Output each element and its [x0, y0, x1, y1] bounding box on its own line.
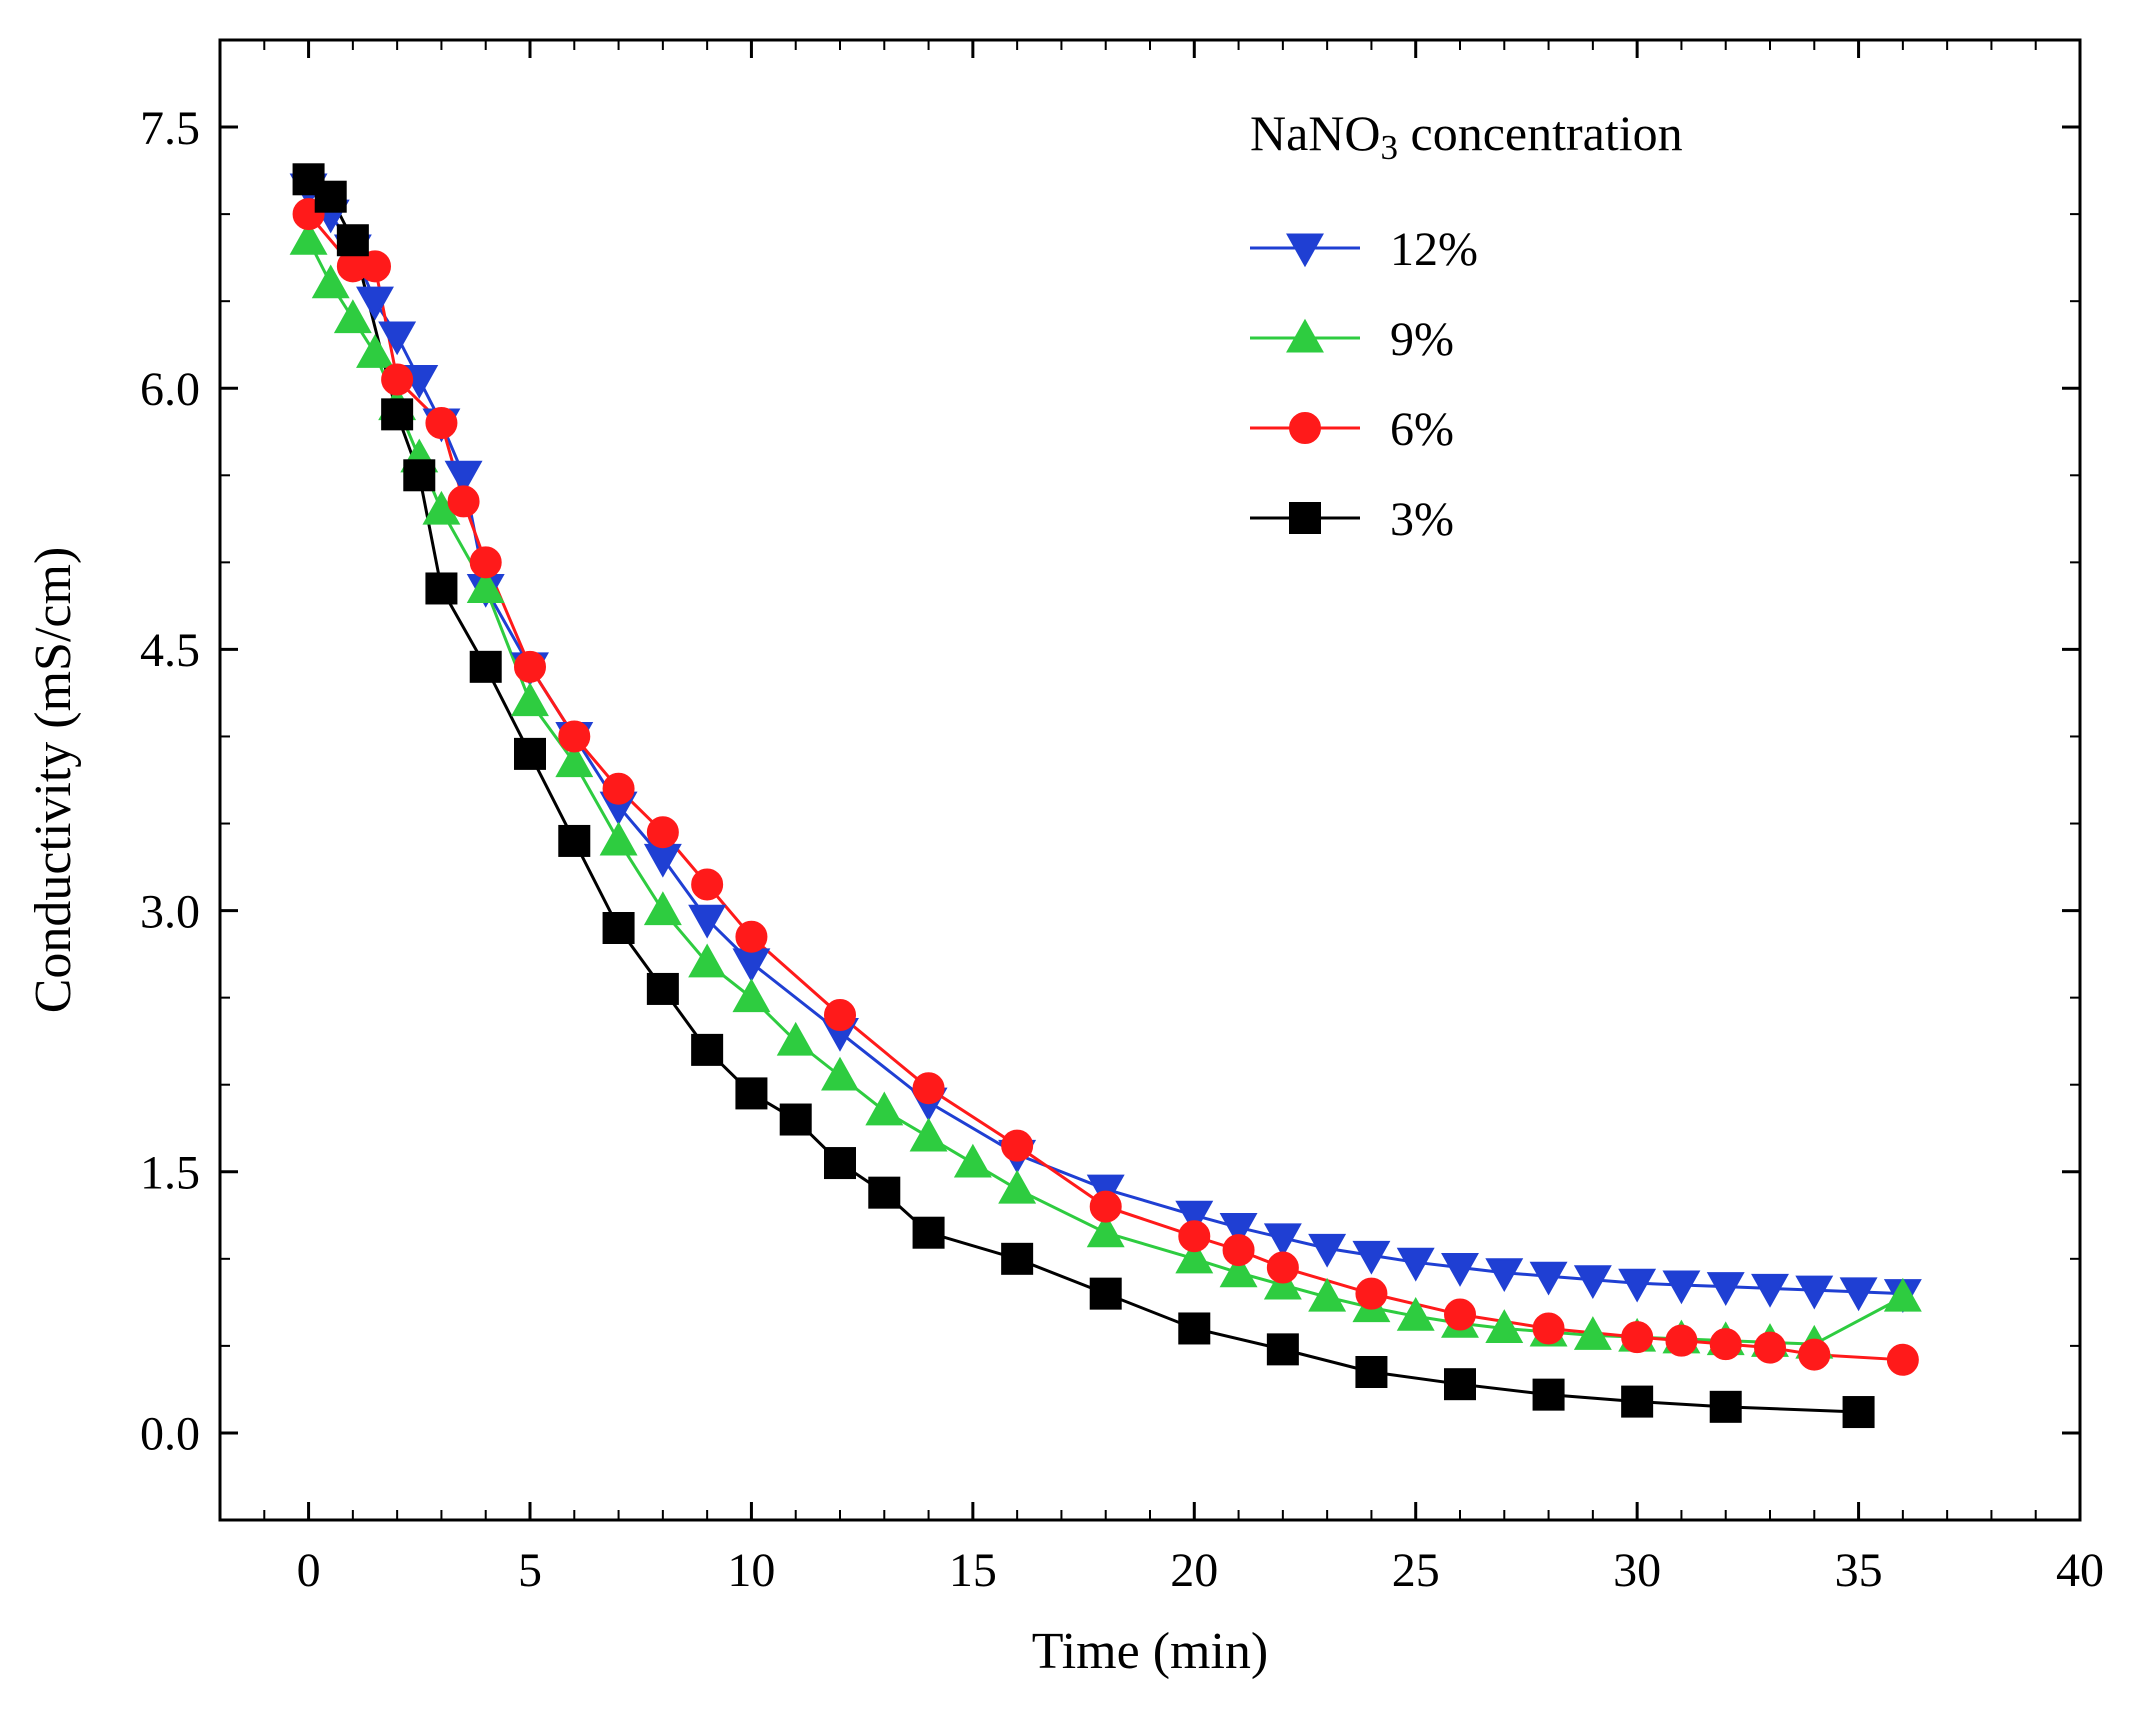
x-tick-label: 0	[297, 1544, 321, 1597]
y-tick-label: 1.5	[140, 1147, 200, 1200]
series-markers-s6	[294, 199, 1918, 1375]
series-line	[309, 188, 1903, 1294]
x-tick-label: 25	[1392, 1544, 1440, 1597]
x-tick-label: 5	[518, 1544, 542, 1597]
legend-item-label: 6%	[1390, 403, 1454, 456]
y-tick-label: 7.5	[140, 102, 200, 155]
plot-border	[220, 40, 2080, 1520]
series-s3	[309, 179, 1859, 1412]
series-line	[309, 179, 1859, 1412]
legend-title: NaNO3 concentration	[1250, 105, 1683, 167]
y-axis-label: Conductivity (mS/cm)	[25, 547, 82, 1014]
y-tick-label: 6.0	[140, 363, 200, 416]
x-axis-label: Time (min)	[1032, 1623, 1268, 1680]
x-tick-label: 40	[2056, 1544, 2104, 1597]
legend: NaNO3 concentration 12% 9% 6% 3%	[1250, 105, 1683, 546]
y-tick-label: 4.5	[140, 624, 200, 677]
chart-container: 0 5 10 15 20 25 30 35 40 0.0 1.5 3.0 4.5 6.0 7.5 Time (…	[0, 0, 2138, 1718]
series-s12	[309, 188, 1903, 1294]
legend-item-label: 3%	[1390, 493, 1454, 546]
legend-item-label: 12%	[1390, 223, 1478, 276]
y-tick-label: 0.0	[140, 1408, 200, 1461]
series-markers-s3	[294, 164, 1874, 1427]
x-tick-label: 10	[727, 1544, 775, 1597]
x-tick-label: 15	[949, 1544, 997, 1597]
x-tick-label: 35	[1835, 1544, 1883, 1597]
x-tick-label: 20	[1170, 1544, 1218, 1597]
y-tick-label: 3.0	[140, 885, 200, 938]
x-tick-label: 30	[1613, 1544, 1661, 1597]
legend-item-label: 9%	[1390, 313, 1454, 366]
conductivity-chart: 0 5 10 15 20 25 30 35 40 0.0 1.5 3.0 4.5 6.0 7.5 Time (…	[0, 0, 2138, 1718]
